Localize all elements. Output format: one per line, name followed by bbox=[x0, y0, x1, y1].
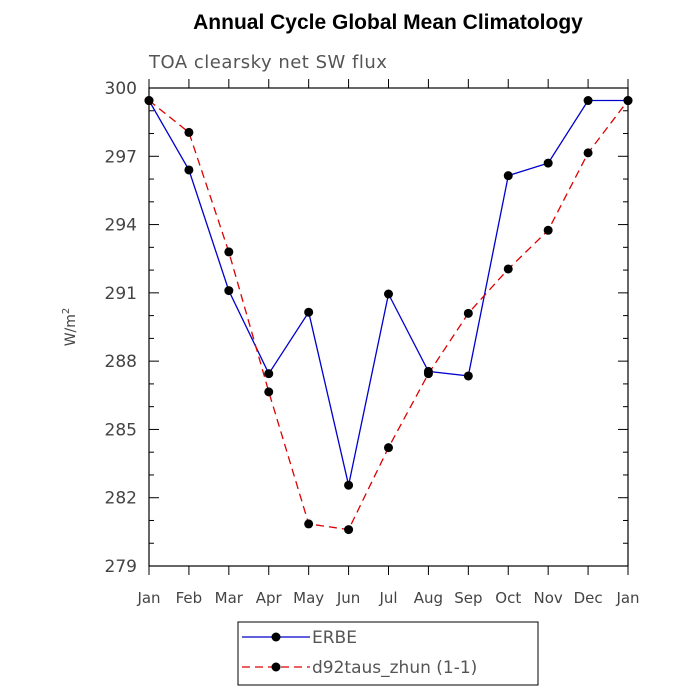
series-0-point bbox=[344, 480, 354, 490]
y-axis-label-superscript: 2 bbox=[61, 308, 72, 314]
y-tick-label: 294 bbox=[105, 216, 137, 236]
series-1-point bbox=[304, 519, 314, 529]
x-tick-label: Jan bbox=[615, 589, 639, 607]
y-tick-label: 291 bbox=[105, 284, 137, 304]
legend-marker-erbe bbox=[271, 632, 281, 642]
series-0-point bbox=[224, 286, 234, 296]
legend-label-erbe: ERBE bbox=[312, 628, 357, 648]
x-tick-label: Jun bbox=[336, 589, 360, 607]
series-0-point bbox=[184, 165, 194, 175]
x-tick-label: Nov bbox=[534, 589, 563, 607]
series-layer bbox=[144, 96, 633, 535]
series-0-point bbox=[384, 289, 393, 299]
y-tick-label: 282 bbox=[105, 489, 137, 509]
x-tick-label: Apr bbox=[256, 589, 283, 607]
series-0-point bbox=[583, 96, 593, 106]
y-axis-label-main: W/m bbox=[63, 314, 79, 346]
x-tick-label: Mar bbox=[215, 589, 244, 607]
y-tick-label: 300 bbox=[105, 79, 137, 99]
x-tick-label: Jan bbox=[136, 589, 160, 607]
y-tick-label: 288 bbox=[105, 352, 137, 372]
legend-marker-d92taus bbox=[271, 662, 281, 672]
x-tick-label: Feb bbox=[176, 589, 203, 607]
series-1-point bbox=[344, 525, 354, 535]
series-1-point bbox=[264, 387, 274, 397]
chart-title: Annual Cycle Global Mean Climatology bbox=[193, 11, 583, 34]
legend-entry-erbe: ERBE bbox=[242, 628, 357, 648]
x-tick-label: Oct bbox=[495, 589, 521, 607]
series-1-point bbox=[543, 225, 553, 235]
plot-frame bbox=[148, 87, 629, 567]
x-tick-label: Dec bbox=[574, 589, 603, 607]
y-tick-label: 279 bbox=[105, 557, 137, 577]
series-1-point bbox=[184, 127, 194, 137]
legend-entry-d92taus: d92taus_zhun (1-1) bbox=[242, 658, 477, 678]
series-1-point bbox=[503, 264, 513, 274]
series-0-point bbox=[463, 371, 473, 381]
series-1-point bbox=[224, 247, 234, 257]
series-0-point bbox=[543, 158, 553, 168]
x-tick-label: Sep bbox=[454, 589, 482, 607]
series-1-point bbox=[463, 308, 473, 318]
y-axis-label: W/m2 bbox=[61, 308, 79, 347]
x-tick-label: Aug bbox=[414, 589, 443, 607]
y-axis-ticks: 279 282 285 288 291 294 297 300 bbox=[105, 79, 628, 577]
series-0-point bbox=[304, 307, 314, 317]
series-line-1 bbox=[148, 99, 629, 531]
series-1-point bbox=[423, 369, 433, 379]
x-tick-label: Jul bbox=[378, 589, 397, 607]
series-1-point bbox=[384, 443, 393, 453]
chart-subtitle: TOA clearsky net SW flux bbox=[148, 52, 387, 73]
x-axis-ticks: Jan Feb Mar Apr May Jun Jul Aug Sep Oct Nov Dec Jan bbox=[136, 79, 640, 607]
x-tick-label: May bbox=[293, 589, 324, 607]
series-0-point bbox=[503, 171, 513, 181]
series-0-point bbox=[264, 369, 274, 379]
series-1-point bbox=[583, 148, 593, 158]
legend-label-d92taus: d92taus_zhun (1-1) bbox=[312, 658, 477, 678]
legend-box bbox=[237, 621, 539, 686]
legend: ERBE d92taus_zhun (1-1) bbox=[237, 621, 539, 686]
y-tick-label: 297 bbox=[105, 147, 137, 167]
y-tick-label: 285 bbox=[105, 420, 137, 440]
